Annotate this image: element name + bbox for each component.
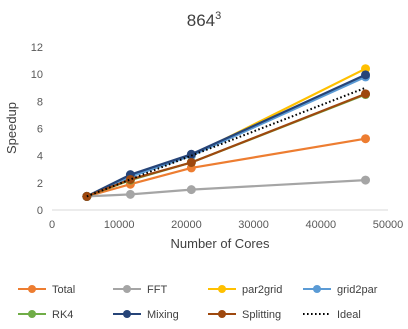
series-line-mixing	[86, 73, 366, 198]
x-tick-label: 40000	[306, 219, 337, 231]
y-tick-label: 10	[31, 69, 43, 81]
legend-label-splitting: Splitting	[242, 309, 281, 321]
legend-label-total: Total	[52, 284, 75, 296]
series-line-total	[86, 137, 366, 198]
y-tick-label: 12	[31, 42, 43, 54]
y-tick-label: 8	[37, 96, 43, 108]
legend-item-splitting: Splitting	[208, 309, 281, 321]
data-point-splitting	[186, 157, 196, 167]
x-tick-label: 10000	[104, 219, 135, 231]
legend-item-total: Total	[18, 284, 75, 296]
chart-title-base: 864	[187, 11, 215, 30]
legend-item-mixing: Mixing	[113, 309, 179, 321]
data-point-fft	[361, 175, 371, 185]
x-tick-label: 0	[49, 219, 55, 231]
x-tick-label: 30000	[238, 219, 269, 231]
data-point-total	[361, 134, 371, 144]
x-tick-label: 20000	[171, 219, 202, 231]
y-tick-label: 0	[37, 205, 43, 217]
legend-label-ideal: Ideal	[337, 309, 361, 321]
legend-marker-rk4	[28, 310, 36, 318]
plot-area: 0 2 4 6 8 10 12 0 10000 20000 30000 40000 50000	[31, 42, 404, 231]
legend-item-rk4: RK4	[18, 309, 73, 321]
x-tick-label: 50000	[373, 219, 404, 231]
y-tick-label: 6	[37, 124, 43, 136]
series-line-fft	[86, 179, 366, 198]
data-point-fft	[186, 185, 196, 195]
y-tick-label: 4	[37, 151, 43, 163]
legend-marker-splitting	[218, 310, 226, 318]
x-axis-label: Number of Cores	[171, 236, 270, 251]
data-point-mixing	[361, 70, 371, 80]
legend-marker-par2grid	[218, 285, 226, 293]
legend-marker-total	[28, 285, 36, 293]
legend-marker-fft	[123, 285, 131, 293]
legend-label-par2grid: par2grid	[242, 284, 282, 296]
chart-title: 8643	[187, 10, 222, 30]
legend-item-ideal: Ideal	[303, 309, 361, 321]
legend-item-fft: FFT	[113, 284, 167, 296]
y-axis-label: Speedup	[4, 102, 19, 154]
data-point-fft	[125, 189, 135, 199]
series-line-splitting	[86, 92, 366, 198]
legend-label-fft: FFT	[147, 284, 167, 296]
chart-title-superscript: 3	[215, 10, 221, 22]
legend-item-par2grid: par2grid	[208, 284, 282, 296]
data-point-splitting	[361, 89, 371, 99]
legend: Total FFT par2grid grid2par RK4 Mixing Splitti…	[18, 284, 378, 321]
series-line-ideal	[86, 86, 366, 198]
legend-label-rk4: RK4	[52, 309, 73, 321]
legend-item-grid2par: grid2par	[303, 284, 378, 296]
legend-label-grid2par: grid2par	[337, 284, 378, 296]
legend-marker-grid2par	[313, 285, 321, 293]
data-point-splitting	[125, 174, 135, 184]
y-tick-label: 2	[37, 178, 43, 190]
legend-label-mixing: Mixing	[147, 309, 179, 321]
legend-marker-mixing	[123, 310, 131, 318]
